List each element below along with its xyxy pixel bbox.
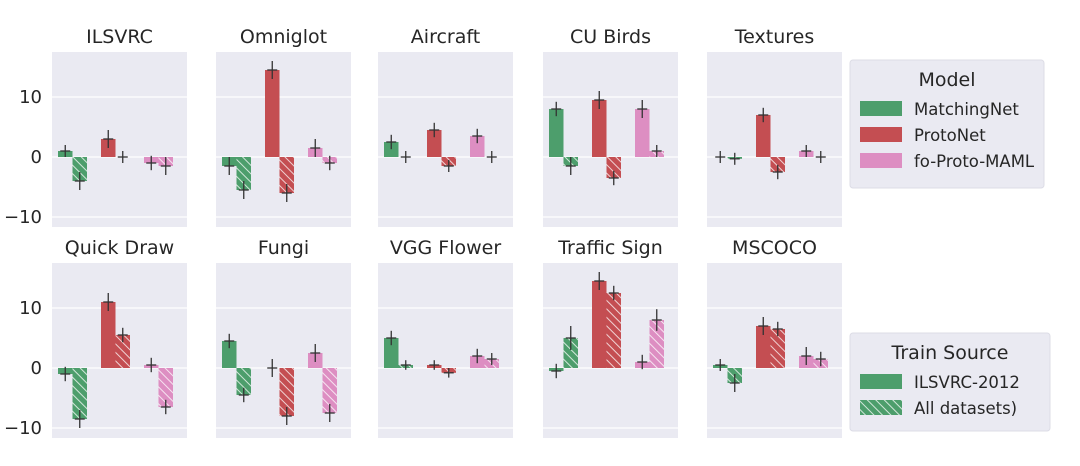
panel-background (378, 263, 513, 438)
panel-background (216, 52, 351, 227)
panel-textures: Textures (707, 26, 842, 227)
bar-matchingnet-ilsvrc-2012 (384, 338, 399, 368)
panel-traffic-sign: Traffic Sign (543, 237, 678, 438)
y-tick-label: 0 (31, 147, 42, 168)
legend-title: Train Source (891, 342, 1009, 364)
panel-title: Aircraft (411, 26, 480, 48)
bar-protonet-all-datasets (279, 157, 294, 193)
panel-omniglot: Omniglot (216, 26, 351, 227)
panel-title: Quick Draw (65, 237, 174, 259)
bar-matchingnet-ilsvrc-2012 (549, 109, 564, 157)
legend-swatch (860, 374, 902, 389)
bar-matchingnet-all-datasets (563, 338, 578, 368)
legends: Model MatchingNet ProtoNet fo-Proto-MAML Tra… (849, 59, 1051, 432)
y-tick-label: 10 (19, 87, 42, 108)
panel-title: Traffic Sign (557, 237, 663, 259)
bar-fo-proto-maml-ilsvrc-2012 (470, 136, 485, 157)
bar-fo-proto-maml-all-datasets (158, 368, 173, 407)
panel-vgg-flower: VGG Flower (378, 237, 513, 438)
panels: ILSVRC 10 0 −10 Omniglot Aircraft CU Birds Text… (4, 26, 842, 439)
bar-protonet-ilsvrc-2012 (427, 130, 442, 157)
panel-title: MSCOCO (732, 237, 817, 259)
bar-protonet-all-datasets (606, 293, 621, 368)
bar-matchingnet-all-datasets (72, 368, 87, 419)
bar-fo-proto-maml-all-datasets (649, 320, 664, 368)
legend-swatch (860, 400, 902, 415)
legend-item-label: MatchingNet (914, 100, 1019, 119)
legend-train-source: Train Source ILSVRC-2012 All datasets) (849, 332, 1051, 432)
panel-cu-birds: CU Birds (543, 26, 678, 227)
panel-background (378, 52, 513, 227)
bar-matchingnet-all-datasets (72, 157, 87, 181)
legend-item-label: ILSVRC-2012 (914, 373, 1020, 392)
bar-matchingnet-all-datasets (236, 157, 251, 190)
bar-protonet-all-datasets (115, 335, 130, 368)
panel-title: ILSVRC (86, 26, 153, 48)
bar-matchingnet-all-datasets (236, 368, 251, 395)
panel-ilsvrc: ILSVRC 10 0 −10 (4, 26, 187, 228)
legend-swatch (860, 127, 902, 142)
bar-protonet-ilsvrc-2012 (101, 302, 116, 368)
panel-title: Omniglot (240, 26, 327, 48)
panel-background (707, 52, 842, 227)
panel-quick-draw: Quick Draw 10 0 −10 (4, 237, 187, 439)
legend-swatch (860, 101, 902, 116)
panel-title: VGG Flower (390, 237, 502, 259)
bar-protonet-ilsvrc-2012 (265, 70, 280, 157)
bar-protonet-all-datasets (279, 368, 294, 416)
legend-item-label: fo-Proto-MAML (914, 152, 1035, 171)
panel-title: Fungi (258, 237, 309, 259)
panel-background (543, 52, 678, 227)
legend-item-label: ProtoNet (914, 126, 986, 145)
panel-aircraft: Aircraft (378, 26, 513, 227)
bar-protonet-all-datasets (606, 157, 621, 178)
y-tick-label: −10 (4, 207, 42, 228)
legend-swatch (860, 153, 902, 168)
y-tick-label: 0 (31, 358, 42, 379)
panel-fungi: Fungi (216, 237, 351, 438)
bar-fo-proto-maml-ilsvrc-2012 (635, 109, 650, 157)
panel-mscoco: MSCOCO (707, 237, 842, 438)
panel-title: CU Birds (570, 26, 651, 48)
y-tick-label: 10 (19, 298, 42, 319)
bar-matchingnet-ilsvrc-2012 (222, 341, 237, 368)
legend-title: Model (918, 69, 975, 91)
bar-protonet-ilsvrc-2012 (592, 100, 607, 157)
bar-matchingnet-ilsvrc-2012 (384, 142, 399, 157)
panel-background (52, 52, 187, 227)
bar-protonet-all-datasets (770, 329, 785, 368)
y-tick-label: −10 (4, 418, 42, 439)
bar-protonet-ilsvrc-2012 (756, 115, 771, 157)
bar-protonet-ilsvrc-2012 (756, 326, 771, 368)
bar-protonet-ilsvrc-2012 (592, 281, 607, 368)
panel-title: Textures (734, 26, 814, 48)
legend-item-label: All datasets) (914, 399, 1017, 418)
bar-protonet-all-datasets (770, 157, 785, 172)
bar-fo-proto-maml-all-datasets (322, 368, 337, 413)
legend-model: Model MatchingNet ProtoNet fo-Proto-MAML (849, 59, 1045, 189)
